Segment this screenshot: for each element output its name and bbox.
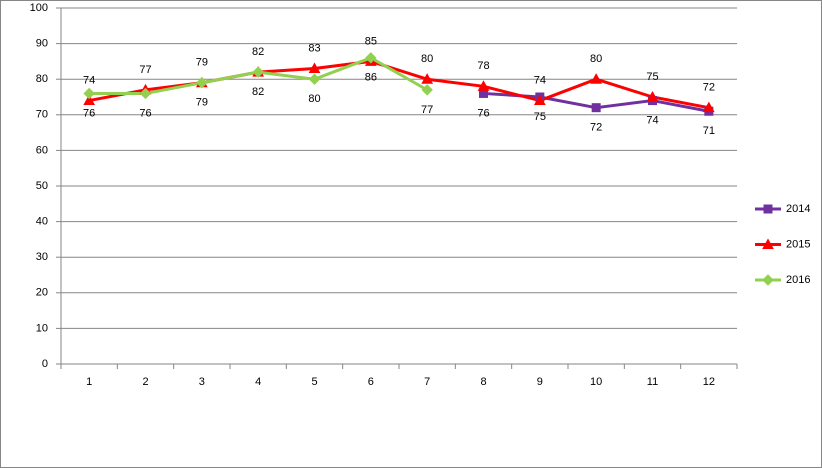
legend-label: 2016 <box>786 274 810 286</box>
data-label: 75 <box>646 71 658 83</box>
data-point <box>252 66 264 78</box>
x-tick-label: 7 <box>424 376 430 388</box>
y-tick-label: 30 <box>36 251 48 263</box>
legend-marker <box>762 274 774 286</box>
data-label: 82 <box>252 46 264 58</box>
data-point <box>421 84 433 96</box>
y-tick-label: 80 <box>36 73 48 85</box>
x-tick-label: 10 <box>590 376 602 388</box>
data-label: 77 <box>139 64 151 76</box>
data-label: 74 <box>534 74 546 86</box>
legend-label: 2014 <box>786 203 810 215</box>
data-label: 80 <box>590 53 602 65</box>
x-tick-label: 1 <box>86 376 92 388</box>
data-label: 86 <box>365 72 377 84</box>
data-label: 80 <box>421 53 433 65</box>
data-label: 79 <box>196 57 208 69</box>
y-tick-label: 90 <box>36 38 48 50</box>
data-label: 76 <box>477 107 489 119</box>
y-tick-label: 70 <box>36 109 48 121</box>
data-point <box>83 94 96 106</box>
x-tick-label: 6 <box>368 376 374 388</box>
data-label: 77 <box>421 104 433 116</box>
data-label: 83 <box>308 42 320 54</box>
data-label: 72 <box>590 122 602 134</box>
data-label: 79 <box>196 97 208 109</box>
y-tick-label: 50 <box>36 180 48 192</box>
y-tick-label: 10 <box>36 322 48 334</box>
data-label: 71 <box>703 125 715 137</box>
data-label: 78 <box>477 60 489 72</box>
x-tick-label: 9 <box>537 376 543 388</box>
data-label: 75 <box>534 111 546 123</box>
y-tick-label: 0 <box>42 358 48 370</box>
x-tick-label: 11 <box>647 376 658 388</box>
data-point <box>590 73 603 84</box>
data-point <box>139 87 152 100</box>
data-point <box>83 87 95 100</box>
x-tick-label: 5 <box>311 376 317 388</box>
data-point <box>196 77 208 89</box>
legend-marker <box>763 204 773 214</box>
x-tick-label: 2 <box>142 376 148 388</box>
data-point <box>702 101 715 113</box>
data-label: 82 <box>252 86 264 98</box>
data-label: 72 <box>703 82 715 94</box>
x-tick-label: 4 <box>255 376 261 388</box>
data-point <box>646 90 659 102</box>
x-tick-label: 12 <box>703 376 715 388</box>
data-point <box>308 62 321 74</box>
y-tick-label: 40 <box>36 216 48 228</box>
data-point <box>308 73 321 85</box>
data-point <box>477 80 490 91</box>
data-label: 76 <box>139 107 151 119</box>
legend-marker <box>762 238 774 249</box>
y-tick-label: 20 <box>36 287 48 299</box>
data-label: 74 <box>83 74 95 86</box>
legend-label: 2015 <box>786 238 810 250</box>
y-tick-label: 60 <box>36 144 48 156</box>
data-point <box>421 73 434 84</box>
data-label: 80 <box>308 93 320 105</box>
data-label: 76 <box>83 107 95 119</box>
data-label: 85 <box>365 35 377 47</box>
data-label: 74 <box>646 114 658 126</box>
data-point <box>365 52 377 64</box>
x-tick-label: 8 <box>480 376 486 388</box>
x-tick-label: 3 <box>199 376 205 388</box>
y-tick-label: 100 <box>30 2 48 14</box>
data-point <box>533 94 546 106</box>
data-point <box>591 103 601 113</box>
